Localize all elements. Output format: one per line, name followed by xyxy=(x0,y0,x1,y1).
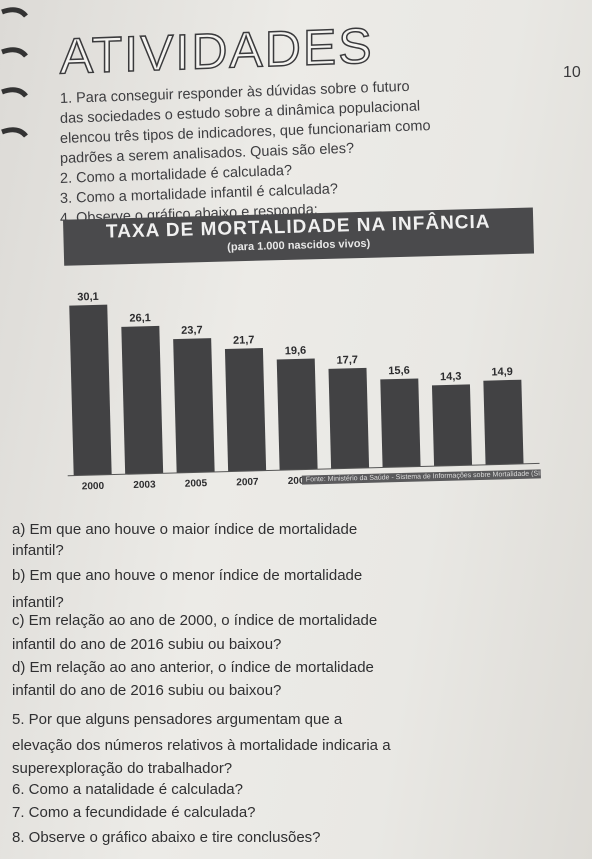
question-a-line-2: infantil? xyxy=(12,542,64,559)
bar-2015 xyxy=(431,384,473,467)
value-label-2005: 23,7 xyxy=(181,324,203,337)
category-label-2003: 2003 xyxy=(133,479,156,491)
value-label-2016: 14,9 xyxy=(491,366,513,379)
bar-2011 xyxy=(328,367,370,469)
value-label-2015: 14,3 xyxy=(440,371,462,384)
category-label-2000: 2000 xyxy=(82,481,105,493)
chart-plot: 30,1 2000 26,1 2003 23,7 2005 21,7 2007 19,6 2009… xyxy=(67,291,540,493)
x-axis-line xyxy=(67,462,540,477)
bar-2009 xyxy=(276,358,318,471)
bar-2016 xyxy=(483,379,524,465)
value-label-2007: 21,7 xyxy=(233,334,255,347)
value-label-2011: 17,7 xyxy=(336,354,358,367)
question-d-line-2: infantil do ano de 2016 subiu ou baixou? xyxy=(12,682,282,699)
value-label-2013: 15,6 xyxy=(388,365,410,378)
bar-2013 xyxy=(380,378,421,468)
bar-2003 xyxy=(121,325,164,475)
category-label-2007: 2007 xyxy=(236,477,259,489)
question-a-line-1: a) Em que ano houve o maior índice de mo… xyxy=(12,521,358,538)
value-label-2009: 19,6 xyxy=(285,345,307,358)
mortality-chart: TAXA DE MORTALIDADE NA INFÂNCIA (para 1.… xyxy=(55,207,548,518)
question-6: 6. Como a natalidade é calculada? xyxy=(12,781,243,798)
question-5-line-1: 5. Por que alguns pensadores argumentam … xyxy=(12,711,343,728)
question-d-line-1: d) Em relação ao ano anterior, o índice … xyxy=(12,659,374,676)
category-label-2009: 2009 xyxy=(288,475,311,487)
category-label-2005: 2005 xyxy=(185,478,208,490)
question-c-line-2: infantil do ano de 2016 subiu ou baixou? xyxy=(12,636,282,653)
question-5-line-3: superexploração do trabalhador? xyxy=(12,760,233,777)
question-5-line-2: elevação dos números relativos à mortali… xyxy=(12,737,391,754)
question-b-line-2: infantil? xyxy=(12,594,64,611)
bar-2007 xyxy=(224,348,267,472)
question-8: 8. Observe o gráfico abaixo e tire concl… xyxy=(12,829,321,846)
value-label-2003: 26,1 xyxy=(129,312,151,325)
value-label-2000: 30,1 xyxy=(77,291,99,304)
spiral-binding xyxy=(1,7,28,138)
page-title: ATIVIDADES xyxy=(59,17,374,85)
page-number: 10 xyxy=(563,64,581,81)
question-b-line-1: b) Em que ano houve o menor índice de mo… xyxy=(12,567,363,584)
bar-2000 xyxy=(69,304,112,476)
question-c-line-1: c) Em relação ao ano de 2000, o índice d… xyxy=(12,612,378,629)
question-7: 7. Como a fecundidade é calculada? xyxy=(12,804,256,821)
bar-2005 xyxy=(173,338,215,473)
